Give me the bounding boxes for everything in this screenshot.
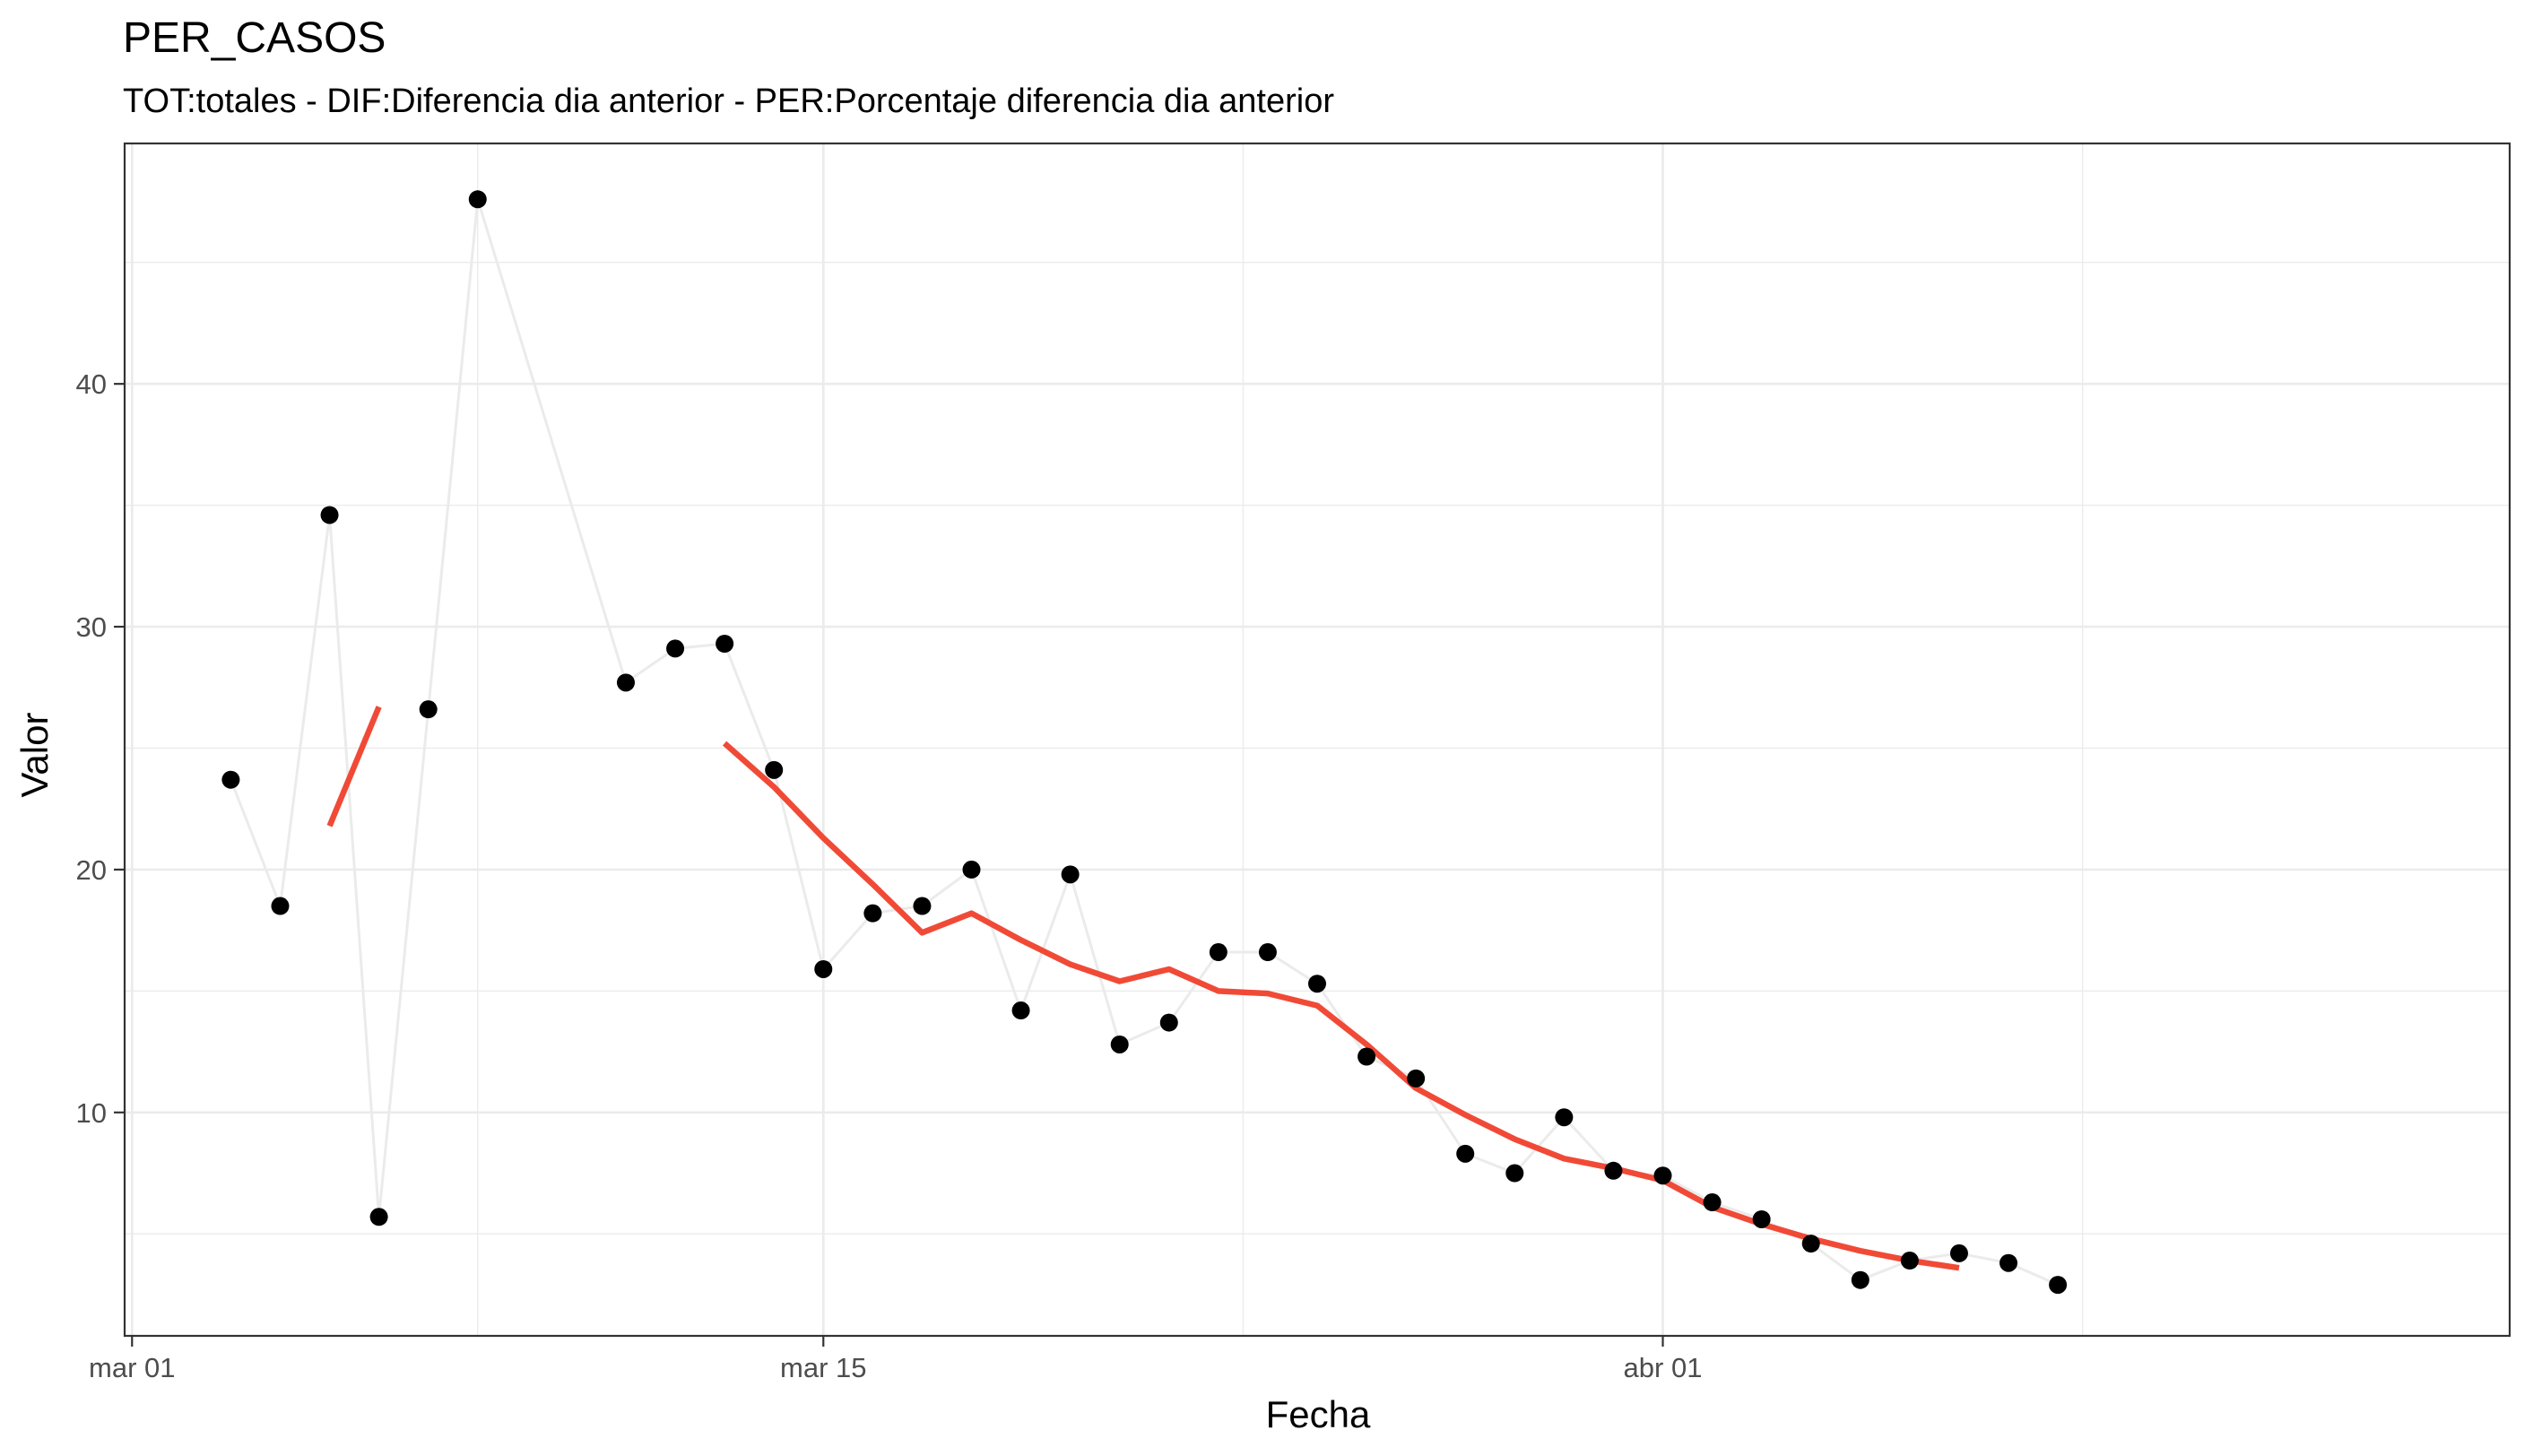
y-axis-ticks: 10 20 30 40: [76, 368, 125, 1129]
data-point: [1110, 1035, 1129, 1053]
data-point: [1900, 1252, 1919, 1270]
plot-panel-border: [123, 142, 2511, 1338]
data-point: [369, 1208, 388, 1226]
raw-series-line: [230, 197, 2059, 1287]
data-point: [419, 700, 438, 719]
data-points: [221, 190, 2068, 1295]
x-axis-ticks: mar 01 mar 15 abr 01: [89, 1336, 1702, 1383]
data-point: [765, 760, 784, 779]
chart-subtitle: TOT:totales - DIF:Diferencia dia anterio…: [123, 82, 1334, 120]
chart-title: PER_CASOS: [123, 14, 386, 62]
gridlines: [125, 143, 2510, 1336]
x-tick-label: abr 01: [1624, 1352, 1703, 1383]
data-point: [814, 959, 833, 978]
data-point: [913, 897, 932, 915]
y-tick-label: 40: [76, 368, 107, 400]
data-point: [1752, 1209, 1771, 1228]
smoothed-line-segment: [722, 741, 1960, 1271]
data-point: [2049, 1276, 2068, 1295]
data-point: [271, 897, 290, 915]
data-point: [1011, 1001, 1030, 1020]
data-point: [616, 673, 635, 692]
data-point: [1703, 1193, 1722, 1212]
y-tick-label: 20: [76, 854, 107, 886]
data-point: [1456, 1144, 1475, 1163]
data-point: [1407, 1069, 1426, 1088]
data-point: [221, 770, 240, 789]
data-point: [1159, 1013, 1178, 1032]
data-point: [2000, 1253, 2018, 1272]
data-point: [1308, 975, 1326, 993]
data-point: [1604, 1161, 1623, 1180]
data-point: [1949, 1244, 1968, 1262]
data-point: [666, 639, 685, 658]
data-point: [962, 860, 981, 879]
data-point: [1061, 865, 1080, 884]
data-point: [1801, 1235, 1820, 1253]
raw-series-path: [230, 197, 2059, 1287]
x-tick-label: mar 01: [89, 1352, 175, 1383]
data-point: [1505, 1164, 1524, 1183]
data-point: [1851, 1270, 1869, 1289]
data-point: [1653, 1166, 1672, 1185]
smoothed-series-line: [326, 706, 1960, 1271]
data-point: [1209, 943, 1227, 962]
y-axis-title: Valor: [13, 713, 56, 798]
y-tick-label: 10: [76, 1097, 107, 1129]
data-point: [1358, 1047, 1376, 1066]
data-point: [1258, 943, 1277, 962]
x-axis-title: Fecha: [1266, 1393, 1371, 1435]
smoothed-line-segment: [326, 706, 382, 828]
data-point: [863, 904, 882, 923]
y-tick-label: 30: [76, 611, 107, 643]
data-point: [1555, 1108, 1574, 1127]
data-point: [468, 190, 487, 209]
data-point: [320, 506, 339, 524]
x-tick-label: mar 15: [780, 1352, 866, 1383]
data-point: [716, 635, 734, 654]
